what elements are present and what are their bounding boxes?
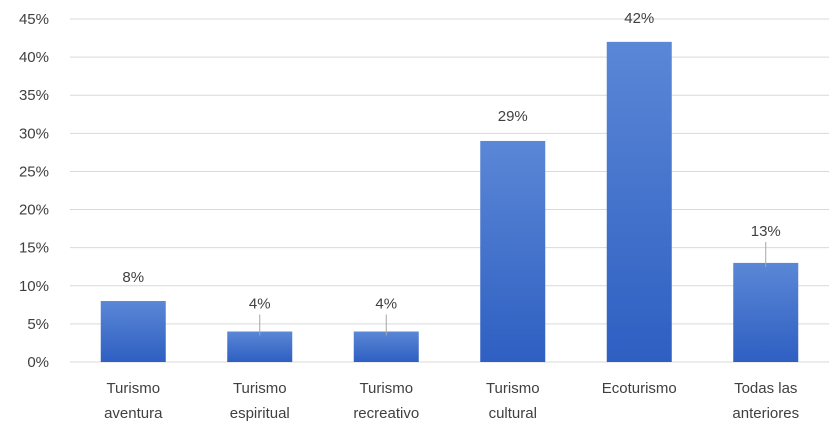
bar <box>100 301 166 362</box>
data-label: 4% <box>375 296 397 313</box>
category-label: espiritual <box>230 405 290 422</box>
data-label: 29% <box>498 108 528 125</box>
category-label: Turismo <box>486 380 540 397</box>
bar <box>606 41 672 362</box>
y-tick-label: 20% <box>19 202 49 219</box>
y-tick-label: 30% <box>19 125 49 142</box>
y-tick-label: 35% <box>19 87 49 104</box>
bar <box>227 331 293 362</box>
bar <box>480 140 546 362</box>
data-label: 42% <box>624 10 654 27</box>
y-tick-label: 25% <box>19 163 49 180</box>
category-label: Turismo <box>106 380 160 397</box>
category-label: Turismo <box>359 380 413 397</box>
category-label: cultural <box>489 405 537 422</box>
y-axis-ticks: 0% 5% 10% 15% 20% 25% 30% 35% 40% 45% <box>19 11 49 371</box>
category-label: recreativo <box>353 405 419 422</box>
y-tick-label: 15% <box>19 240 49 257</box>
data-labels: 8% 4% 4% 29% 42% 13% <box>122 10 780 313</box>
y-tick-label: 0% <box>27 354 49 371</box>
y-tick-label: 10% <box>19 278 49 295</box>
category-label: Ecoturismo <box>602 380 677 397</box>
category-label: aventura <box>104 405 163 422</box>
y-tick-label: 45% <box>19 11 49 28</box>
category-label: Turismo <box>233 380 287 397</box>
y-tick-label: 40% <box>19 49 49 66</box>
bars <box>100 41 799 362</box>
data-label: 4% <box>249 296 271 313</box>
category-label: Todas las <box>734 380 797 397</box>
x-axis-categories: Turismo aventura Turismo espiritual Turismo r… <box>104 380 799 422</box>
y-tick-label: 5% <box>27 316 49 333</box>
data-label: 13% <box>751 223 781 240</box>
data-label: 8% <box>122 269 144 286</box>
label-leaders <box>259 241 767 336</box>
bar <box>733 262 799 362</box>
category-label: anteriores <box>732 405 799 422</box>
bar <box>353 331 419 362</box>
gridlines <box>70 18 829 363</box>
